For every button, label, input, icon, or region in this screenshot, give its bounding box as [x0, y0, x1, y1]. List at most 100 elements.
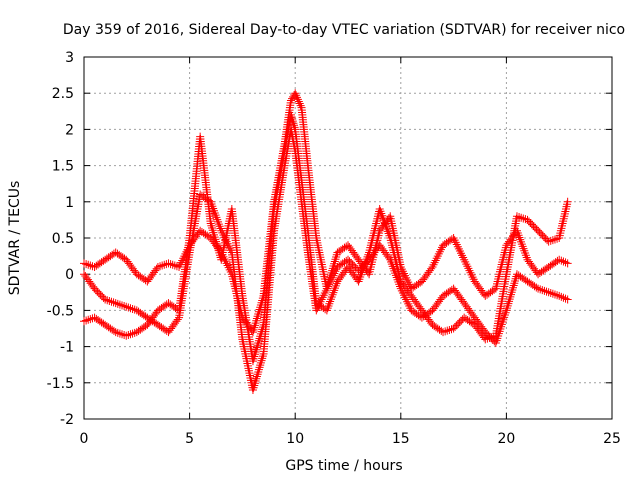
- data-point: [289, 121, 298, 130]
- data-point: [111, 299, 120, 308]
- y-tick-label: 0.5: [52, 231, 74, 247]
- y-tick-label: -1: [60, 340, 74, 356]
- data-point: [128, 304, 137, 313]
- data-point: [559, 257, 568, 266]
- data-point: [540, 286, 549, 295]
- data-point: [105, 296, 114, 305]
- data-point: [208, 226, 217, 235]
- data-point: [510, 276, 519, 285]
- data-point: [255, 363, 264, 372]
- plot-frame: [83, 56, 613, 420]
- data-point: [258, 354, 267, 363]
- data-point: [544, 237, 553, 246]
- data-point: [118, 330, 127, 339]
- data-point: [251, 319, 260, 328]
- y-tick-label: 1.5: [52, 159, 74, 175]
- data-point: [103, 296, 112, 305]
- data-point: [80, 259, 88, 268]
- data-point: [120, 302, 129, 311]
- data-point: [538, 286, 547, 295]
- data-point: [109, 298, 118, 307]
- data-point: [542, 287, 551, 296]
- data-point: [485, 333, 494, 342]
- data-point: [153, 262, 162, 271]
- y-tick-label: -1.5: [47, 376, 74, 392]
- data-point: [536, 285, 545, 294]
- data-point: [130, 305, 139, 314]
- data-point: [290, 123, 299, 132]
- data-point: [546, 236, 555, 245]
- y-tick-label: -0.5: [47, 303, 74, 319]
- y-tick-label: 2: [65, 122, 74, 138]
- data-point: [294, 97, 303, 106]
- data-point: [160, 260, 169, 269]
- data-point: [173, 315, 182, 324]
- data-point: [506, 292, 515, 301]
- data-point: [544, 288, 553, 297]
- data-point: [548, 236, 557, 245]
- data-point: [164, 259, 173, 268]
- data-point: [124, 303, 133, 312]
- data-point: [158, 261, 167, 270]
- data-point: [548, 289, 557, 298]
- data-point: [487, 333, 496, 342]
- x-tick-label: 25: [603, 431, 621, 447]
- data-point: [128, 329, 137, 338]
- data-point: [170, 261, 179, 270]
- data-point: [447, 325, 456, 334]
- x-tick-label: 20: [497, 431, 515, 447]
- data-point: [286, 96, 295, 105]
- data-point: [253, 341, 262, 350]
- chart-tick-labels: 0 5 10 15 20 25 -2 -1.5 -1 -0.5 0 0.5 1 1.5 2 2.5 3: [47, 50, 621, 447]
- chart-title: Day 359 of 2016, Sidereal Day-to-day VTE…: [63, 22, 625, 38]
- data-point: [208, 224, 217, 233]
- data-point: [107, 297, 116, 306]
- data-point: [253, 370, 262, 379]
- data-point: [507, 290, 516, 299]
- x-tick-label: 5: [185, 431, 194, 447]
- data-point: [295, 99, 304, 108]
- data-point: [252, 314, 261, 323]
- data-point: [563, 197, 572, 206]
- data-point: [122, 331, 131, 340]
- data-point: [507, 288, 516, 297]
- y-tick-label: 1: [65, 195, 74, 211]
- data-point: [384, 253, 393, 262]
- data-point: [291, 89, 300, 98]
- data-point: [439, 328, 448, 337]
- data-point: [508, 286, 517, 295]
- data-point: [156, 262, 165, 271]
- data-point: [80, 317, 88, 326]
- data-point: [101, 295, 110, 304]
- data-point: [483, 334, 492, 343]
- data-point: [292, 91, 301, 100]
- data-point: [550, 235, 559, 244]
- data-point: [254, 367, 263, 376]
- data-point: [331, 255, 340, 264]
- data-point: [293, 93, 302, 102]
- data-point: [519, 214, 528, 223]
- data-point: [252, 316, 261, 325]
- y-tick-label: -2: [60, 412, 74, 428]
- data-point: [130, 328, 139, 337]
- data-point: [126, 304, 135, 313]
- chart-data-points: [80, 89, 572, 395]
- data-point: [113, 299, 122, 308]
- data-point: [109, 326, 118, 335]
- x-tick-label: 10: [286, 431, 304, 447]
- data-point: [509, 283, 517, 292]
- data-point: [288, 117, 297, 126]
- data-point: [82, 260, 91, 269]
- data-point: [553, 291, 562, 300]
- data-point: [443, 326, 452, 335]
- y-axis-label: SDTVAR / TECUs: [7, 181, 23, 296]
- data-point: [517, 213, 526, 222]
- data-point: [563, 259, 572, 268]
- data-point: [252, 343, 261, 352]
- data-point: [113, 328, 122, 337]
- data-point: [505, 295, 514, 304]
- data-point: [111, 328, 120, 337]
- x-axis-label: GPS time / hours: [285, 458, 402, 474]
- data-point: [126, 330, 135, 339]
